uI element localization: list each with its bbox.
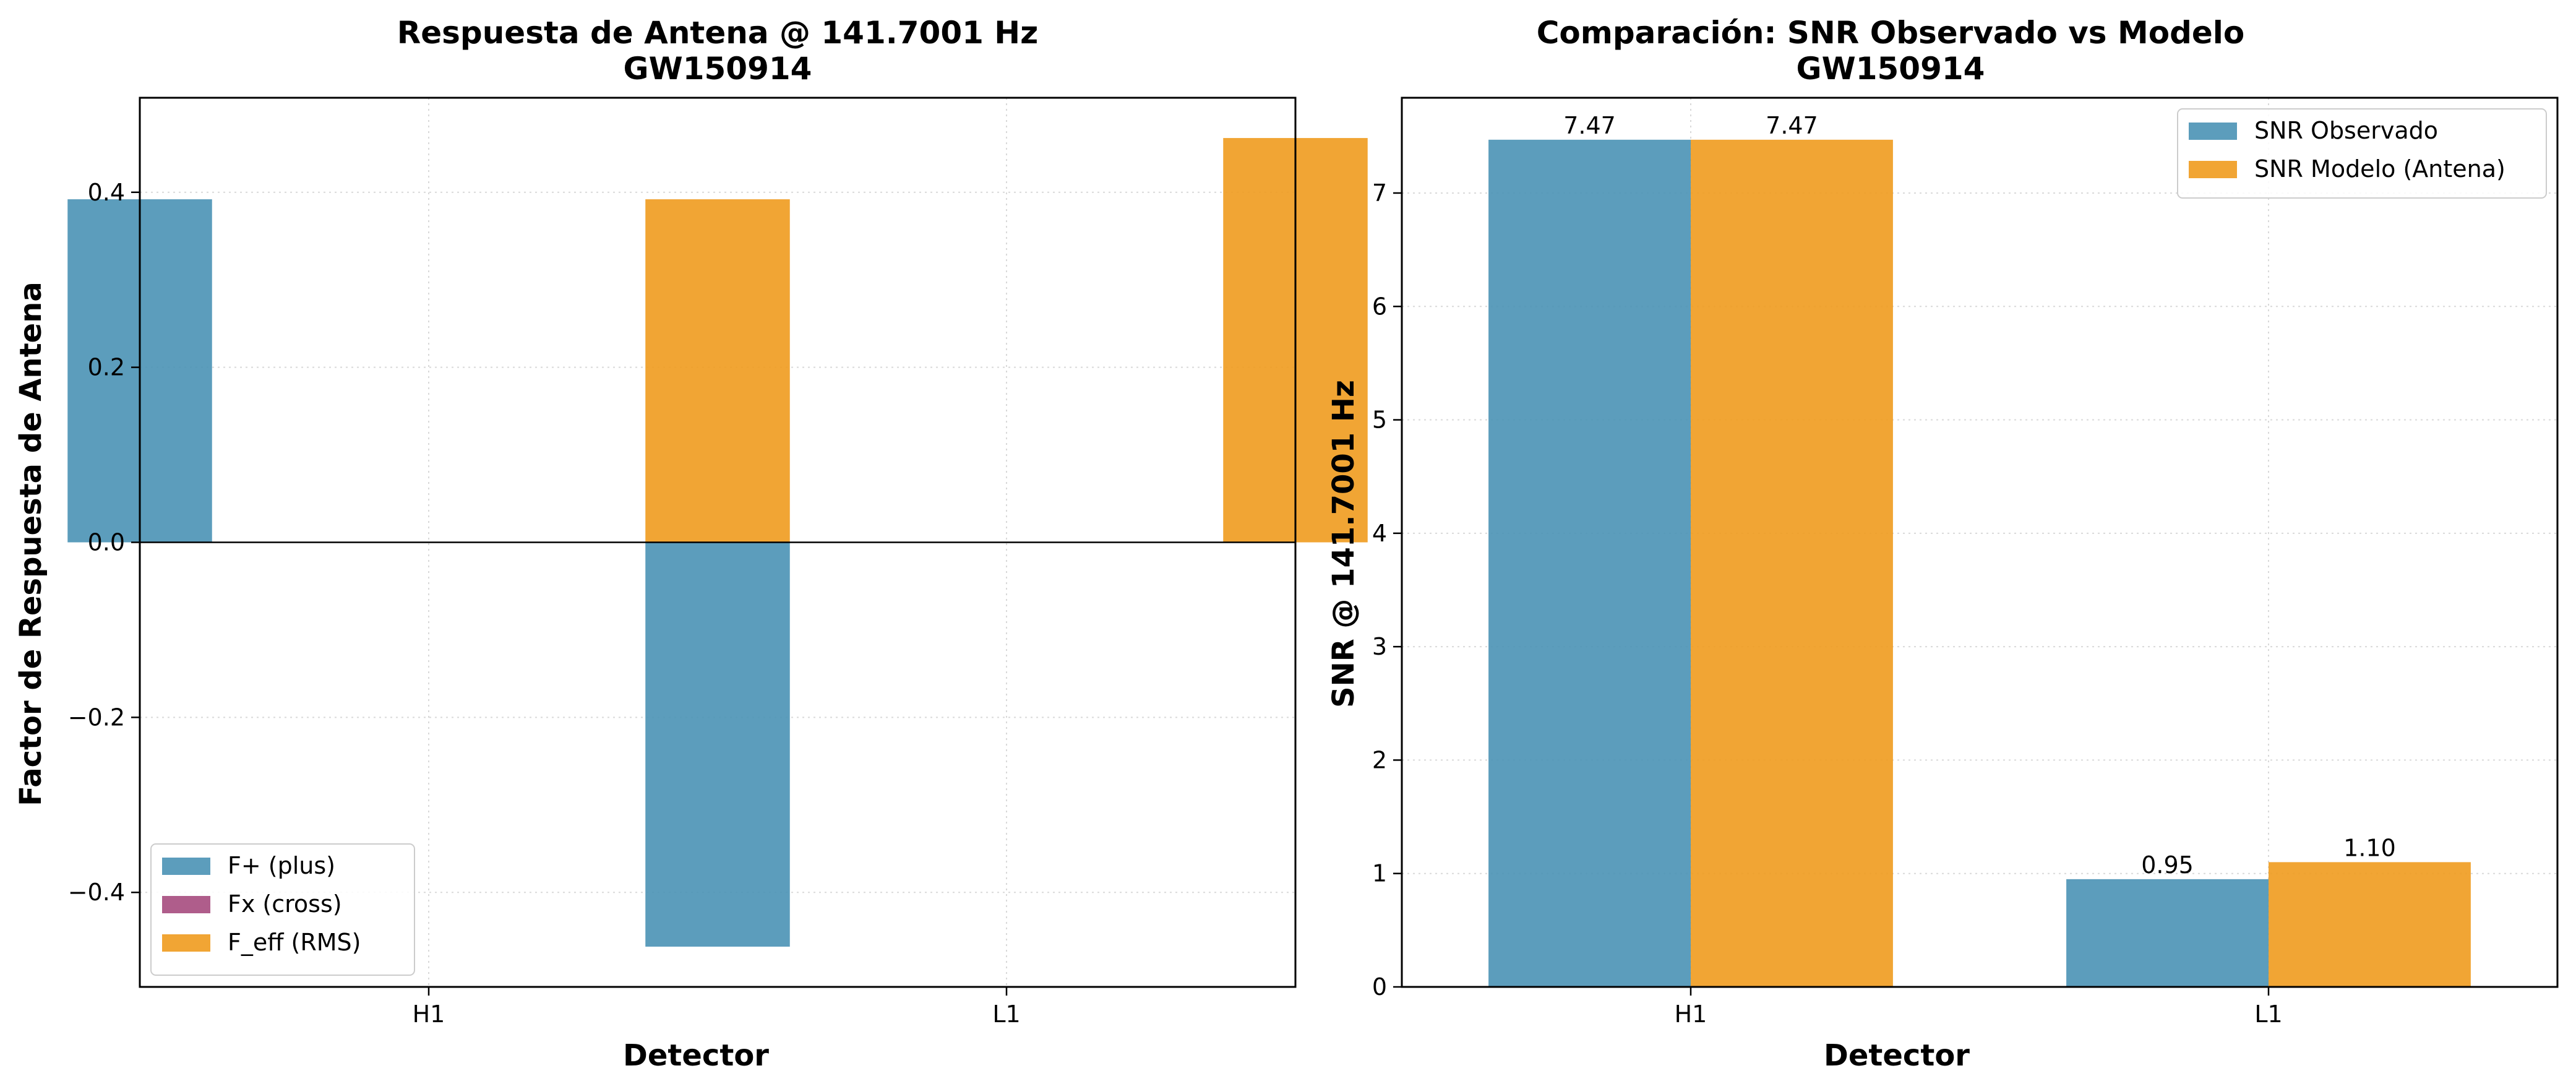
right-y-tick-label: 0 <box>1372 973 1387 1001</box>
left-x-axis-ticks: H1 L1 <box>413 987 1021 1028</box>
left-legend-swatch-f-eff-rms <box>162 934 210 952</box>
right-x-tick-label-l1: L1 <box>2254 1001 2282 1028</box>
right-bars: 7.47 0.95 7.47 1.10 <box>1488 112 2471 987</box>
left-y-axis-label: Factor de Respuesta de Antena <box>14 282 48 806</box>
data-label-snr-observado-l1: 0.95 <box>2141 851 2194 879</box>
bar-snr-observado-h1 <box>1488 139 1691 987</box>
right-plot-frame <box>1401 97 2559 988</box>
right-y-tick-label: 1 <box>1372 860 1387 887</box>
right-legend-swatch-snr-observado <box>2189 123 2237 140</box>
right-x-axis-label: Detector <box>1824 1038 1970 1073</box>
data-label-snr-modelo-antena-l1: 1.10 <box>2343 834 2396 861</box>
left-legend-swatch-fx-cross <box>162 896 210 913</box>
right-legend-label-snr-observado: SNR Observado <box>2254 117 2438 144</box>
left-y-tick-label: −0.4 <box>68 879 125 906</box>
left-legend-label-f-plus: F+ (plus) <box>228 852 335 879</box>
left-y-tick-label: 0.4 <box>88 179 125 206</box>
left-chart-subtitle: GW150914 <box>624 51 812 87</box>
right-y-tick-label: 5 <box>1372 407 1387 434</box>
left-y-axis-ticks: −0.4 −0.2 0.0 0.2 0.4 <box>68 179 140 906</box>
left-legend-box <box>150 843 415 976</box>
left-legend-label-f-eff-rms: F_eff (RMS) <box>228 929 361 956</box>
left-x-tick-label-l1: L1 <box>992 1001 1020 1028</box>
right-x-tick-label-h1: H1 <box>1675 1001 1707 1028</box>
bar-snr-modelo-antena-h1 <box>1691 139 1893 987</box>
left-legend: F+ (plus) Fx (cross) F_eff (RMS) <box>150 843 415 976</box>
bar-f-eff-rms-h1 <box>645 199 790 543</box>
right-legend-label-snr-modelo-antena: SNR Modelo (Antena) <box>2254 155 2505 183</box>
snr-comparison-chart: Comparación: SNR Observado vs Modelo GW1… <box>1326 15 2559 1073</box>
data-label-snr-observado-h1: 7.47 <box>1563 112 1616 139</box>
left-y-tick-label: −0.2 <box>68 704 125 731</box>
right-y-tick-label: 3 <box>1372 633 1387 660</box>
right-y-axis-ticks: 0 1 2 3 4 5 6 7 <box>1372 179 1402 1001</box>
data-label-snr-modelo-antena-h1: 7.47 <box>1766 112 1818 139</box>
left-chart-title: Respuesta de Antena @ 141.7001 Hz <box>397 15 1039 51</box>
right-legend: SNR Observado SNR Modelo (Antena) <box>2177 108 2547 199</box>
right-x-axis-ticks: H1 L1 <box>1675 987 2283 1028</box>
right-y-tick-label: 2 <box>1372 746 1387 773</box>
bar-f-plus-l1 <box>645 542 790 947</box>
right-y-axis-label: SNR @ 141.7001 Hz <box>1326 380 1361 708</box>
right-chart-title: Comparación: SNR Observado vs Modelo <box>1537 15 2245 51</box>
right-y-tick-label: 7 <box>1372 179 1387 207</box>
left-x-tick-label-h1: H1 <box>413 1001 445 1028</box>
left-x-axis-label: Detector <box>623 1038 769 1073</box>
bar-snr-modelo-antena-l1 <box>2269 862 2471 987</box>
antenna-response-chart: Respuesta de Antena @ 141.7001 Hz GW1509… <box>14 15 1368 1073</box>
right-y-tick-label: 6 <box>1372 293 1387 320</box>
right-legend-swatch-snr-modelo-antena <box>2189 161 2237 178</box>
left-grid <box>140 98 1295 987</box>
left-y-tick-label: 0.2 <box>88 354 125 381</box>
left-y-tick-label: 0.0 <box>88 529 125 556</box>
right-y-tick-label: 4 <box>1372 520 1387 547</box>
right-chart-subtitle: GW150914 <box>1797 51 1985 87</box>
right-legend-box <box>2177 108 2547 199</box>
left-legend-label-fx-cross: Fx (cross) <box>228 890 342 918</box>
left-legend-swatch-f-plus <box>162 858 210 875</box>
bar-snr-observado-l1 <box>2066 879 2269 987</box>
